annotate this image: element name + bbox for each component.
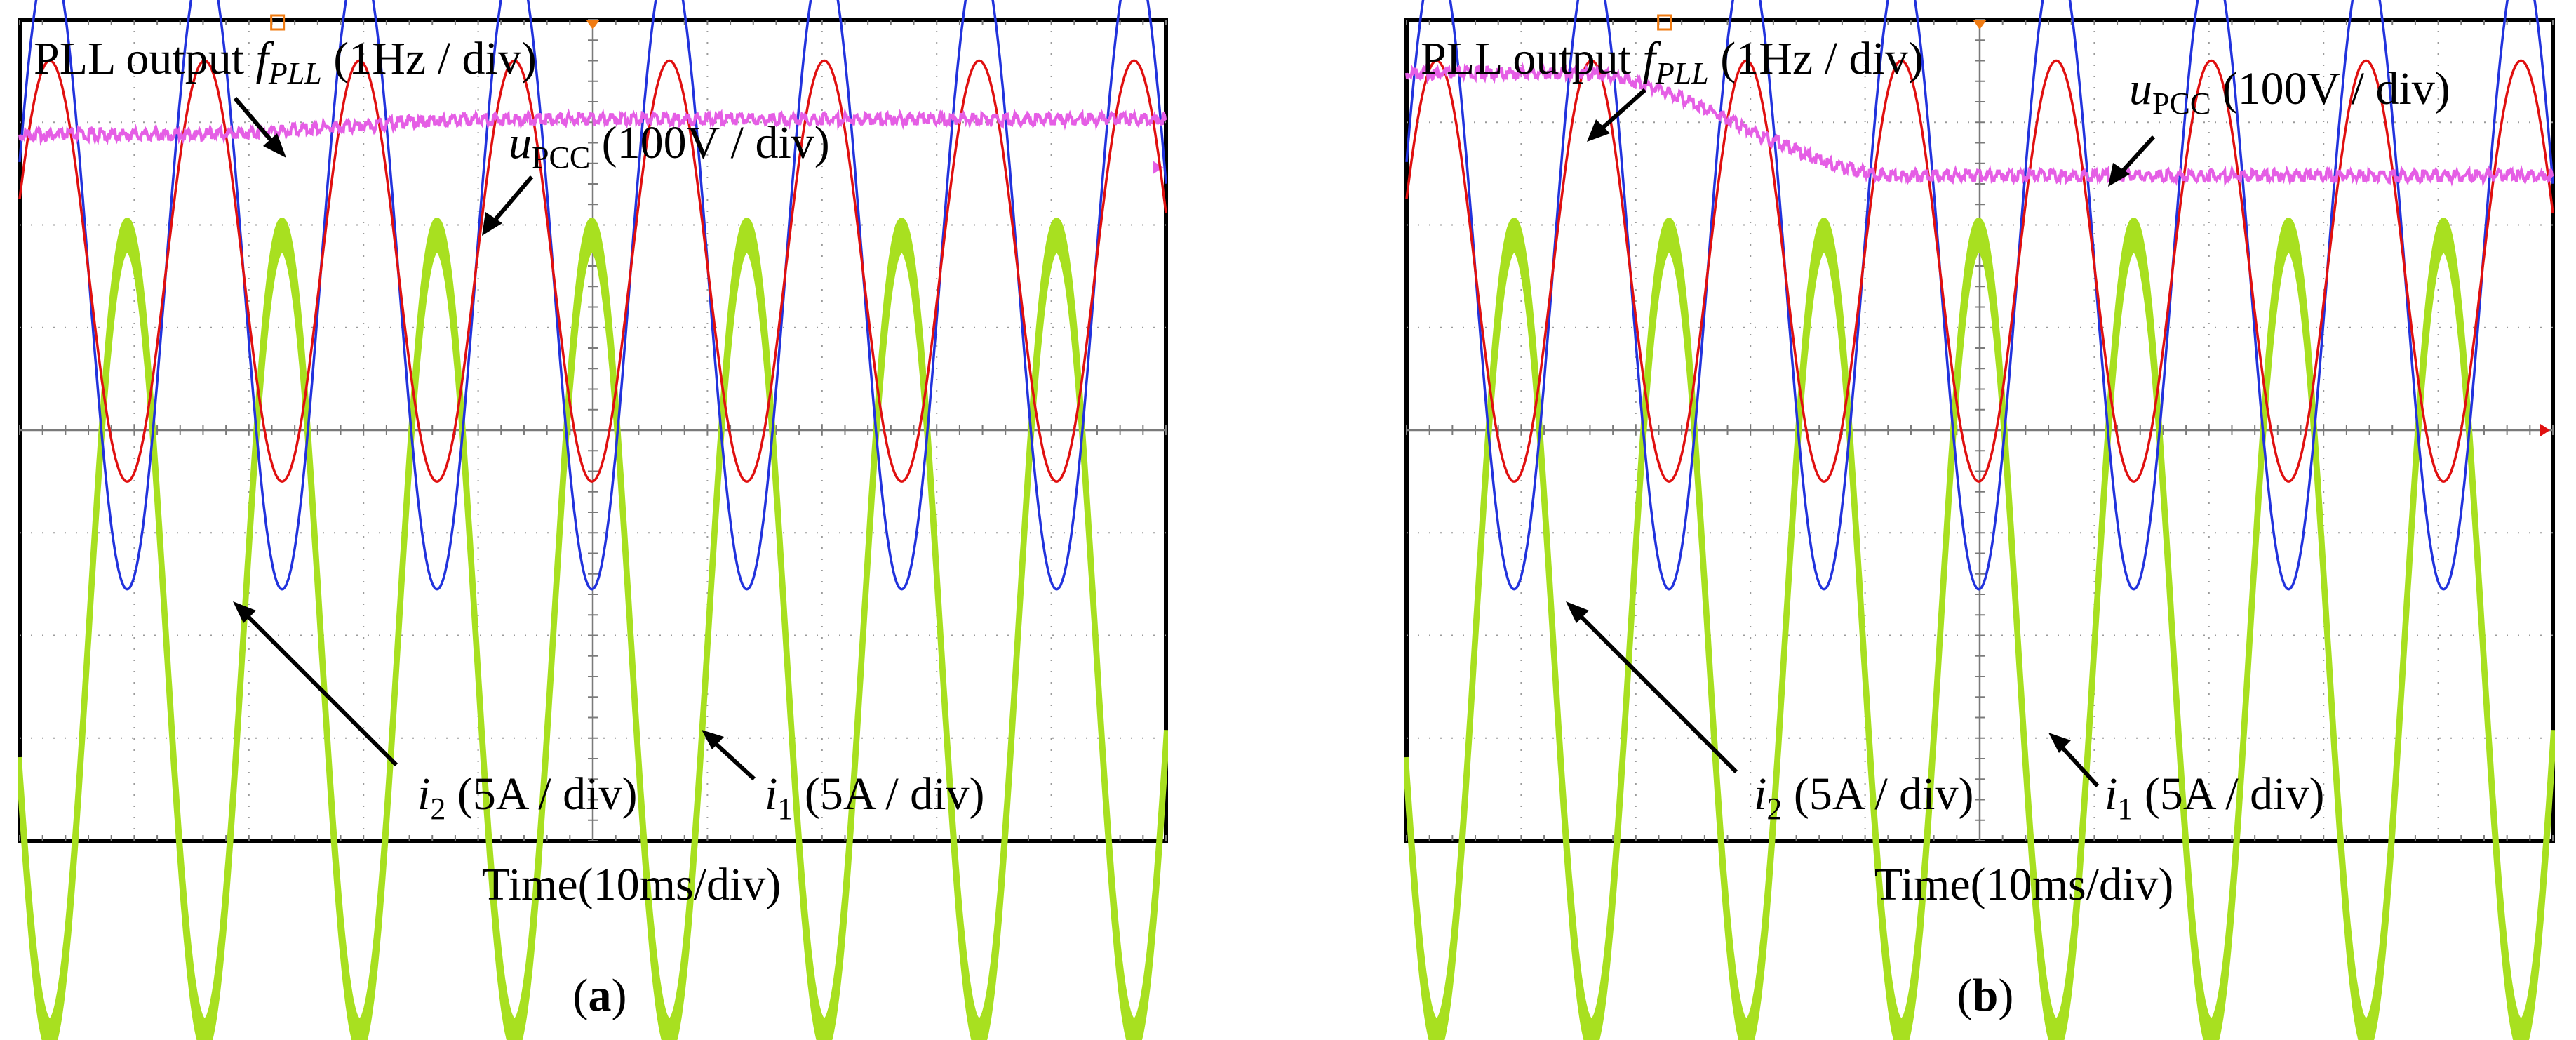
panel-b-pll-arrowhead <box>1587 119 1610 142</box>
panel-a-pll-label: PLL output fPLL (1Hz / div) <box>34 33 537 91</box>
panel-b-i2-label: i2 (5A / div) <box>1754 768 1974 826</box>
panel-b-arrows <box>1566 88 2156 788</box>
panel-b-upcc-trace <box>1405 0 2554 591</box>
panel-b-upcc-label: uPCC (100V / div) <box>2129 63 2450 121</box>
panel-a-trigger-t-marker <box>270 14 286 31</box>
panel-a-upcc-label: uPCC (100V / div) <box>509 117 830 175</box>
panel-b-i1-arrow <box>2057 742 2100 788</box>
panel-a-grid <box>19 19 1167 841</box>
panel-a: PLL output fPLL (1Hz / div) uPCC (100V /… <box>18 0 1168 1040</box>
panel-b-upcc-arrow <box>2117 135 2156 178</box>
panel-a-pll-arrow <box>233 97 279 149</box>
panel-b-trigger-t-marker <box>1657 14 1672 31</box>
panel-a-upcc-arrowhead <box>482 212 502 236</box>
panel-a-x-axis-label: Time(10ms/div) <box>482 859 781 910</box>
panel-a-arrows <box>233 97 756 781</box>
panel-b-i2-arrow <box>1576 612 1738 774</box>
panel-b-pll-arrow <box>1596 88 1647 134</box>
panel-a-upcc-trace <box>18 0 1167 591</box>
panel-a-i1-trace <box>18 218 1168 1040</box>
panel-b-trigger-marker <box>1973 20 1987 29</box>
panel-b-traces <box>1404 0 2555 1040</box>
panel-b-i1-trace <box>1404 218 2555 1040</box>
panel-a-pll-trace <box>18 107 1167 147</box>
panel-a-i2-trace <box>18 59 1167 483</box>
panel-a-i2-label: i2 (5A / div) <box>417 768 638 826</box>
panel-b-caption: (b) <box>1957 970 2014 1021</box>
panel-a-trigger-marker <box>586 20 600 29</box>
panel-a-upcc-arrow <box>489 175 534 226</box>
panel-b-pll-trace <box>1405 62 2554 187</box>
panel-a-pll-arrowhead <box>263 133 286 158</box>
panel-b-i2-arrowhead <box>1566 601 1589 623</box>
panel-b-i1-arrowhead <box>2048 733 2071 753</box>
panel-b-markers <box>1657 14 2550 436</box>
panel-a-i2-arrowhead <box>233 601 256 623</box>
panel-a-traces <box>18 0 1168 1040</box>
panel-b-pll-label: PLL output fPLL (1Hz / div) <box>1421 33 1924 91</box>
panel-a-i2-arrow <box>243 612 398 767</box>
panel-b-level-marker <box>2540 424 2550 436</box>
panel-b-upcc-arrowhead <box>2108 163 2130 187</box>
panel-a-markers <box>270 14 1163 174</box>
panel-a-i1-arrowhead <box>702 730 724 749</box>
panel-a-i1-arrow <box>710 738 756 781</box>
panel-a-level-marker <box>1153 161 1163 174</box>
panel-a-i1-label: i1 (5A / div) <box>765 768 985 826</box>
panel-b-i1-label: i1 (5A / div) <box>2105 768 2325 826</box>
panel-b-x-axis-label: Time(10ms/div) <box>1874 859 2174 910</box>
panel-a-caption: (a) <box>573 970 627 1021</box>
panel-b: PLL output fPLL (1Hz / div) uPCC (100V /… <box>1404 0 2555 1040</box>
